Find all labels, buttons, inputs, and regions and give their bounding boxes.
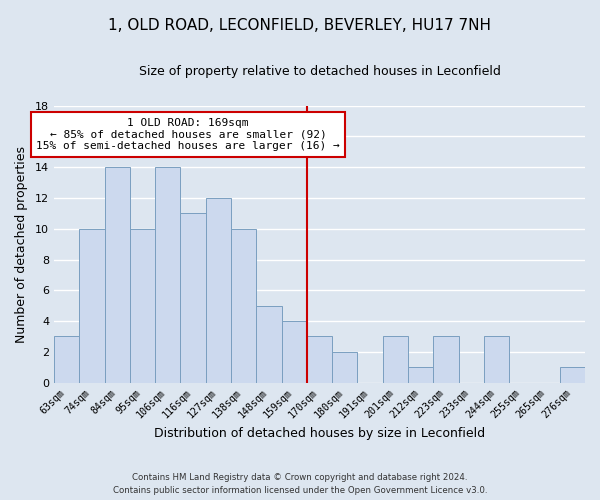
Title: Size of property relative to detached houses in Leconfield: Size of property relative to detached ho… [139,65,500,78]
Bar [181,214,206,382]
Text: 1, OLD ROAD, LECONFIELD, BEVERLEY, HU17 7NH: 1, OLD ROAD, LECONFIELD, BEVERLEY, HU17 … [109,18,491,32]
Bar [104,167,130,382]
Bar [408,368,433,382]
Y-axis label: Number of detached properties: Number of detached properties [15,146,28,342]
Bar [307,336,332,382]
Bar [433,336,458,382]
Text: Contains HM Land Registry data © Crown copyright and database right 2024.
Contai: Contains HM Land Registry data © Crown c… [113,473,487,495]
Text: 1 OLD ROAD: 169sqm
← 85% of detached houses are smaller (92)
15% of semi-detache: 1 OLD ROAD: 169sqm ← 85% of detached hou… [36,118,340,151]
Bar [256,306,281,382]
Bar [79,228,104,382]
Bar [231,228,256,382]
Bar [54,336,79,382]
Bar [206,198,231,382]
Bar [155,167,181,382]
X-axis label: Distribution of detached houses by size in Leconfield: Distribution of detached houses by size … [154,427,485,440]
Bar [484,336,509,382]
Bar [130,228,155,382]
Bar [383,336,408,382]
Bar [560,368,585,382]
Bar [281,321,307,382]
Bar [332,352,358,382]
